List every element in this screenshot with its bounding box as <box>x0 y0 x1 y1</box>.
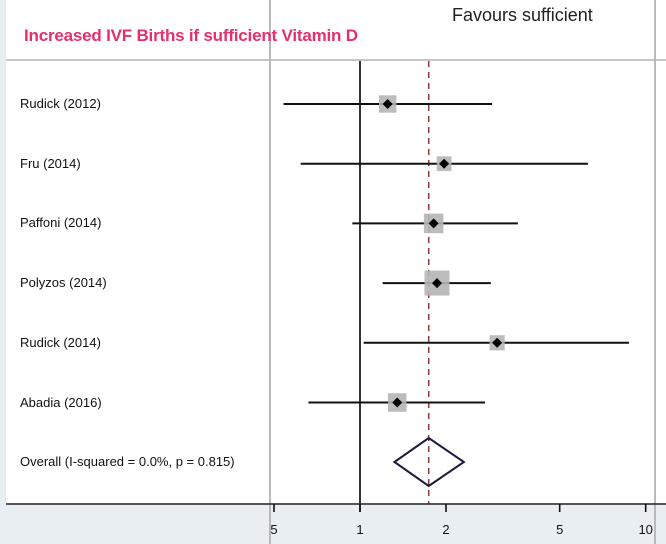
header-divider <box>6 59 666 61</box>
x-tick-label: 2 <box>442 522 449 537</box>
point-estimate-marker <box>392 397 403 408</box>
chart-title: Increased IVF Births if sufficient Vitam… <box>24 26 358 45</box>
point-estimate-marker <box>431 278 442 289</box>
plot-left-border <box>269 0 271 544</box>
overall-label: Overall (I-squared = 0.0%, p = 0.815) <box>20 454 235 469</box>
study-label: Rudick (2012) <box>20 96 101 111</box>
study-label: Rudick (2014) <box>20 334 101 350</box>
x-tick-label: 1 <box>356 522 363 537</box>
plot-right-border <box>654 0 656 544</box>
point-estimate-marker <box>428 218 439 229</box>
point-estimate-marker <box>382 99 393 109</box>
study-label: Polyzos (2014) <box>20 275 107 291</box>
x-tick-label: 10 <box>638 522 652 537</box>
left-margin-strip <box>0 0 6 544</box>
study-label: Paffoni (2014) <box>20 215 102 231</box>
point-estimate-marker <box>439 158 450 169</box>
study-label: Abadia (2016) <box>20 394 102 410</box>
favours-label: Favours sufficient <box>452 5 593 25</box>
overall-diamond <box>392 436 466 488</box>
x-tick-label: 5 <box>556 522 563 537</box>
study-label: Fru (2014) <box>20 155 81 171</box>
x-tick-label: 5 <box>270 522 277 537</box>
axis-band <box>0 503 666 544</box>
point-estimate-marker <box>492 337 503 348</box>
